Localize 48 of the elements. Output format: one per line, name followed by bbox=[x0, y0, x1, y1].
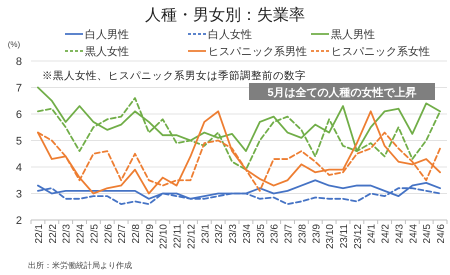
x-tick-label: 22/6 bbox=[103, 224, 114, 244]
x-tick-label: 24/2 bbox=[380, 224, 392, 244]
x-tick-label: 23/6 bbox=[270, 224, 281, 244]
x-tick-label: 22/11 bbox=[172, 224, 184, 248]
x-tick-label: 24/3 bbox=[394, 224, 406, 244]
x-tick-label: 23/1 bbox=[200, 224, 212, 244]
x-tick-label: 22/8 bbox=[131, 224, 142, 244]
x-tick-label: 22/9 bbox=[144, 224, 156, 244]
x-tick-label: 23/3 bbox=[228, 224, 240, 244]
x-tick-label: 23/10 bbox=[325, 224, 336, 250]
x-tick-label: 24/5 bbox=[422, 224, 434, 244]
x-tick-label: 22/5 bbox=[89, 224, 100, 244]
legend-label: 白人男性 bbox=[85, 29, 129, 41]
legend-label: 黒人男性 bbox=[331, 29, 375, 41]
y-tick-label: 4 bbox=[16, 162, 22, 174]
x-tick-label: 22/2 bbox=[48, 224, 59, 244]
chart-title: 人種・男女別：失業率 bbox=[145, 6, 305, 24]
x-tick-label: 22/7 bbox=[117, 224, 128, 244]
x-tick-label: 22/3 bbox=[62, 224, 73, 244]
legend-label: 黒人女性 bbox=[85, 46, 129, 58]
text: 出所：米労働統計局より作成 bbox=[28, 261, 132, 270]
y-tick-label: 6 bbox=[16, 109, 22, 121]
y-tick-label: 8 bbox=[16, 56, 22, 68]
x-tick-label: 23/2 bbox=[214, 224, 226, 244]
x-tick-label: 23/9 bbox=[311, 224, 322, 244]
y-tick-label: 5 bbox=[16, 136, 22, 148]
legend-label: 白人女性 bbox=[208, 29, 252, 41]
annotation: ※黒人女性、ヒスパニック系男女は季節調整前の数字 bbox=[42, 69, 306, 82]
x-tick-label: 23/11 bbox=[339, 224, 350, 248]
x-tick-label: 22/10 bbox=[158, 224, 170, 250]
x-tick-label: 24/6 bbox=[436, 224, 448, 244]
x-tick-label: 24/1 bbox=[366, 224, 378, 244]
legend-label: ヒスパニック系女性 bbox=[331, 45, 430, 58]
x-tick-label: 23/12 bbox=[352, 224, 364, 250]
y-tick-label: 2 bbox=[16, 215, 22, 227]
x-tick-label: 23/8 bbox=[297, 224, 308, 244]
x-tick-label: 23/5 bbox=[256, 224, 267, 244]
annotation: 5月は全ての人種の女性で上昇 bbox=[267, 86, 417, 99]
x-tick-label: 22/1 bbox=[34, 224, 45, 244]
y-axis-title: (%) bbox=[8, 40, 21, 49]
x-tick-label: 23/4 bbox=[242, 224, 253, 244]
x-tick-label: 24/4 bbox=[408, 224, 420, 244]
y-tick-label: 3 bbox=[16, 188, 22, 200]
legend-label: ヒスパニック系男性 bbox=[208, 45, 307, 58]
x-tick-label: 22/12 bbox=[186, 224, 198, 250]
x-tick-label: 22/4 bbox=[76, 224, 87, 244]
y-tick-label: 7 bbox=[16, 82, 22, 94]
x-tick-label: 23/7 bbox=[284, 224, 295, 244]
